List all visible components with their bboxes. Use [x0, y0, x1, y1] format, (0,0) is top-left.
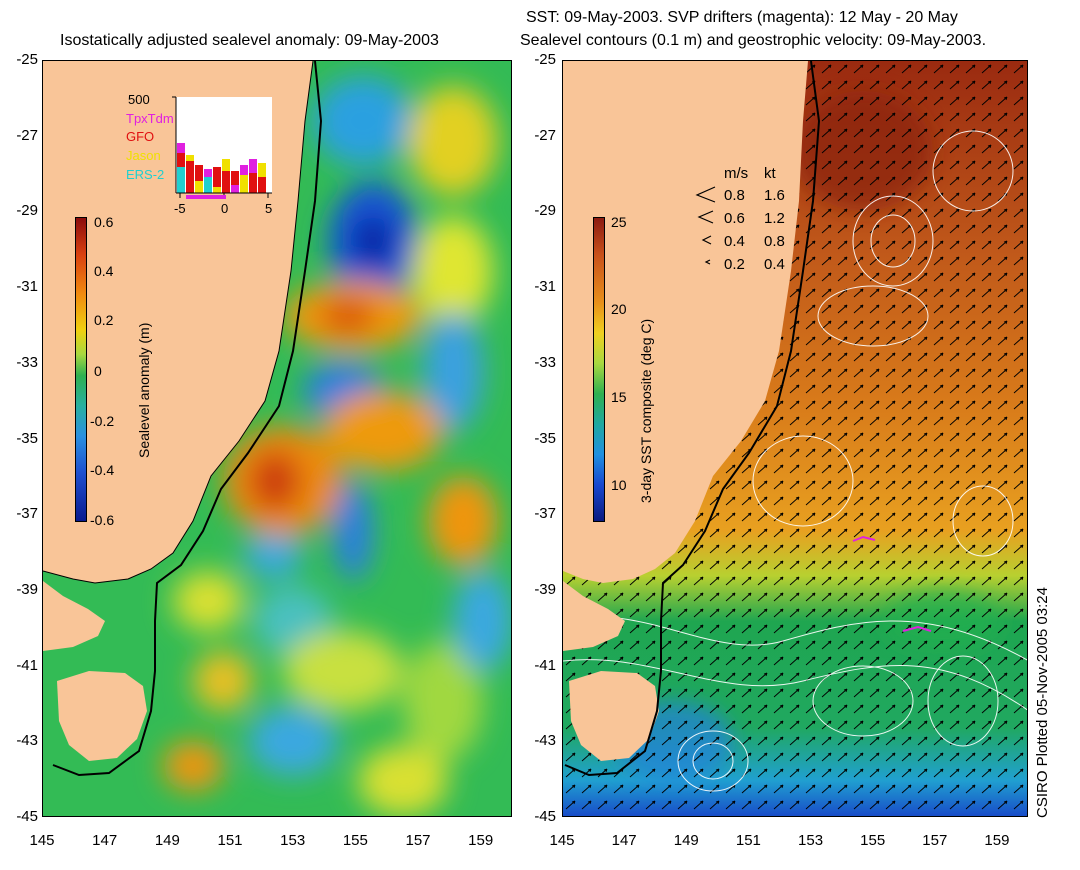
- velocity-legend-kt-value: 1.6: [764, 187, 785, 204]
- y-axis-tick-label: -35: [534, 429, 556, 447]
- x-axis-tick-label: 151: [217, 832, 243, 849]
- sst-colorbar-tick: 10: [611, 477, 627, 493]
- sealevel-contours: [563, 130, 1027, 792]
- sst-map-graphic: [563, 61, 1027, 816]
- y-axis-tick-label: -37: [16, 505, 38, 523]
- sealevel-anomaly-map-graphic: [43, 61, 511, 816]
- velocity-legend-kt-value: 0.8: [764, 233, 785, 250]
- velocity-legend-ms-value: 0.6: [724, 210, 745, 227]
- x-axis-tick-label: 151: [735, 832, 761, 849]
- histogram-legend-gfo: GFO: [126, 129, 155, 144]
- y-axis-tick-label: -27: [16, 126, 38, 144]
- velocity-legend-header-ms: m/s: [724, 165, 749, 182]
- histogram-bars: [177, 143, 266, 193]
- sst-colorbar-label: 3-day SST composite (deg C): [638, 318, 654, 503]
- x-axis-tick-label: 147: [611, 832, 637, 849]
- x-axis-tick-label: 159: [468, 832, 494, 849]
- y-axis-tick-label: -37: [534, 505, 556, 523]
- sla-colorbar-tick: 0.2: [94, 312, 114, 328]
- sst-map: [562, 60, 1028, 817]
- altimeter-histogram: [172, 96, 272, 199]
- velocity-legend-ms-value: 0.2: [724, 256, 745, 273]
- x-axis-tick-label: 157: [405, 832, 431, 849]
- sealevel-anomaly-map: [42, 60, 512, 817]
- x-axis-tick-label: 159: [984, 832, 1010, 849]
- y-axis-tick-label: -43: [16, 732, 38, 750]
- histogram-legend-jason: Jason: [126, 148, 161, 163]
- right-panel-title-line2: Sealevel contours (0.1 m) and geostrophi…: [520, 32, 987, 49]
- y-axis-tick-label: -39: [534, 580, 556, 598]
- y-axis-tick-label: -29: [534, 202, 556, 220]
- y-axis-tick-label: -31: [534, 278, 556, 296]
- plot-credit: CSIRO Plotted 05-Nov-2005 03:24: [1034, 587, 1051, 818]
- x-axis-tick-label: 145: [29, 832, 55, 849]
- y-axis-tick-label: -25: [534, 51, 556, 68]
- sla-colorbar-tick: 0.4: [94, 263, 114, 279]
- left-panel-title: Isostatically adjusted sealevel anomaly:…: [60, 32, 439, 49]
- sla-colorbar-tick: -0.6: [90, 512, 115, 528]
- sst-colorbar-tick: 25: [611, 214, 627, 230]
- x-axis-tick-label: 153: [280, 832, 306, 849]
- x-axis-tick-label: 155: [342, 832, 368, 849]
- y-axis-tick-label: -39: [16, 580, 38, 598]
- sla-colorbar-tick: 0.6: [94, 214, 114, 230]
- sla-colorbar-tick: -0.2: [90, 413, 115, 429]
- y-axis-tick-label: -29: [16, 202, 38, 220]
- x-axis-tick-label: 155: [860, 832, 886, 849]
- x-axis-tick-label: 145: [549, 832, 575, 849]
- histogram-xtick: 5: [265, 201, 273, 216]
- sla-colorbar: [75, 217, 87, 522]
- y-axis-tick-label: -45: [16, 808, 38, 825]
- histogram-legend-ers2: ERS-2: [126, 167, 165, 182]
- sst-colorbar-tick: 20: [611, 301, 627, 317]
- y-axis-tick-label: -41: [534, 656, 556, 674]
- y-axis-tick-label: -33: [16, 353, 38, 371]
- right-panel-title-line1: SST: 09-May-2003. SVP drifters (magenta)…: [526, 9, 958, 26]
- sst-colorbar: [593, 217, 605, 522]
- sst-colorbar-tick: 15: [611, 389, 627, 405]
- x-axis-tick-label: 147: [92, 832, 118, 849]
- histogram-legend-tpxtdm: TpxTdm: [126, 111, 174, 126]
- x-axis-tick-label: 149: [154, 832, 180, 849]
- y-axis-tick-label: -45: [534, 808, 556, 825]
- velocity-legend-header-kt: kt: [764, 165, 776, 182]
- sla-colorbar-tick: -0.4: [90, 462, 115, 478]
- x-axis-tick-label: 157: [922, 832, 948, 849]
- histogram-xtick: -5: [174, 201, 186, 216]
- sla-colorbar-tick: 0: [94, 363, 102, 379]
- velocity-legend-ms-value: 0.4: [724, 233, 745, 250]
- y-axis-tick-label: -25: [16, 51, 38, 68]
- y-axis-tick-label: -27: [534, 126, 556, 144]
- sla-colorbar-label: Sealevel anomaly (m): [136, 322, 152, 458]
- histogram-xtick: 0: [221, 201, 229, 216]
- velocity-legend-kt-value: 1.2: [764, 210, 785, 227]
- y-axis-tick-label: -41: [16, 656, 38, 674]
- velocity-legend-ms-value: 0.8: [724, 187, 745, 204]
- histogram-ymax: 500: [128, 92, 150, 107]
- velocity-legend-arrows: [695, 186, 716, 265]
- velocity-legend-kt-value: 0.4: [764, 256, 785, 273]
- y-axis-tick-label: -35: [16, 429, 38, 447]
- y-axis-tick-label: -33: [534, 353, 556, 371]
- y-axis-tick-label: -31: [16, 278, 38, 296]
- x-axis-tick-label: 153: [798, 832, 824, 849]
- x-axis-tick-label: 149: [673, 832, 699, 849]
- y-axis-tick-label: -43: [534, 732, 556, 750]
